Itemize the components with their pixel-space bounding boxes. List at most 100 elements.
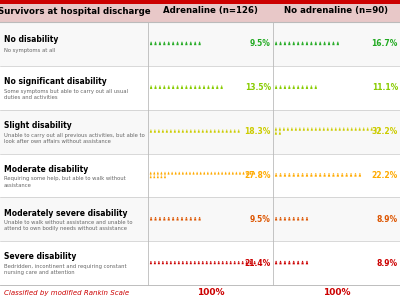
Circle shape (351, 128, 352, 129)
Polygon shape (275, 43, 277, 45)
Circle shape (161, 172, 162, 173)
Circle shape (331, 128, 332, 129)
Circle shape (177, 217, 178, 218)
Polygon shape (194, 218, 196, 220)
Circle shape (230, 130, 231, 131)
Text: No disability: No disability (4, 35, 58, 44)
Text: No adrenaline (n=90): No adrenaline (n=90) (284, 7, 388, 16)
Polygon shape (159, 43, 161, 45)
Bar (0, 0, 400, 4)
Polygon shape (242, 173, 244, 175)
Polygon shape (324, 175, 326, 177)
Polygon shape (279, 129, 281, 131)
Circle shape (208, 85, 209, 87)
Polygon shape (172, 87, 174, 89)
Circle shape (306, 85, 308, 87)
Polygon shape (306, 262, 308, 264)
Polygon shape (176, 87, 179, 89)
Polygon shape (359, 129, 361, 131)
Polygon shape (226, 262, 228, 264)
Polygon shape (202, 262, 204, 264)
Polygon shape (275, 262, 277, 264)
Polygon shape (166, 262, 168, 264)
Circle shape (157, 172, 158, 173)
Circle shape (355, 128, 356, 129)
Polygon shape (168, 218, 170, 220)
Polygon shape (250, 262, 252, 264)
Circle shape (311, 173, 312, 175)
Polygon shape (279, 87, 282, 89)
Circle shape (186, 172, 187, 173)
Polygon shape (341, 175, 344, 177)
Circle shape (186, 85, 187, 87)
Polygon shape (164, 173, 166, 175)
Polygon shape (159, 87, 161, 89)
Polygon shape (203, 173, 205, 175)
Polygon shape (168, 43, 170, 45)
Circle shape (164, 217, 165, 218)
Polygon shape (378, 129, 381, 131)
Polygon shape (198, 87, 201, 89)
Text: 8.9%: 8.9% (377, 215, 398, 224)
Circle shape (159, 217, 160, 218)
Polygon shape (182, 262, 184, 264)
Polygon shape (230, 262, 232, 264)
Circle shape (279, 131, 280, 133)
Circle shape (298, 85, 299, 87)
Polygon shape (279, 43, 282, 45)
Circle shape (379, 128, 380, 129)
Circle shape (319, 128, 320, 129)
Circle shape (246, 261, 247, 262)
Polygon shape (343, 129, 345, 131)
Circle shape (287, 128, 288, 129)
Polygon shape (186, 131, 188, 133)
Circle shape (246, 172, 248, 173)
Polygon shape (157, 176, 159, 178)
Circle shape (168, 85, 170, 87)
Polygon shape (328, 43, 330, 45)
Circle shape (178, 130, 180, 131)
Circle shape (221, 85, 222, 87)
Circle shape (202, 130, 203, 131)
Circle shape (218, 172, 219, 173)
Polygon shape (154, 43, 157, 45)
Polygon shape (172, 218, 174, 220)
Circle shape (315, 173, 316, 175)
Circle shape (172, 42, 174, 43)
Circle shape (222, 172, 223, 173)
Circle shape (150, 85, 152, 87)
Polygon shape (190, 218, 192, 220)
Circle shape (306, 217, 308, 218)
Circle shape (194, 261, 195, 262)
Polygon shape (370, 129, 373, 131)
Text: Moderately severe disability: Moderately severe disability (4, 208, 128, 217)
Polygon shape (216, 87, 218, 89)
Circle shape (150, 42, 152, 43)
Polygon shape (171, 173, 173, 175)
Circle shape (276, 173, 277, 175)
Polygon shape (306, 87, 308, 89)
Polygon shape (297, 43, 299, 45)
Polygon shape (347, 129, 349, 131)
Polygon shape (163, 87, 166, 89)
Circle shape (204, 172, 205, 173)
Polygon shape (162, 262, 164, 264)
Polygon shape (234, 262, 236, 264)
Circle shape (324, 42, 325, 43)
Polygon shape (315, 43, 317, 45)
Circle shape (284, 217, 286, 218)
Polygon shape (332, 175, 335, 177)
Polygon shape (315, 87, 317, 89)
Polygon shape (166, 131, 168, 133)
Circle shape (280, 85, 281, 87)
Circle shape (303, 128, 304, 129)
Polygon shape (158, 131, 160, 133)
Circle shape (150, 261, 152, 262)
Polygon shape (170, 262, 172, 264)
Circle shape (174, 130, 176, 131)
Circle shape (355, 173, 356, 175)
Text: 8.9%: 8.9% (377, 259, 398, 268)
Polygon shape (160, 176, 162, 178)
Circle shape (238, 261, 239, 262)
Polygon shape (226, 131, 228, 133)
